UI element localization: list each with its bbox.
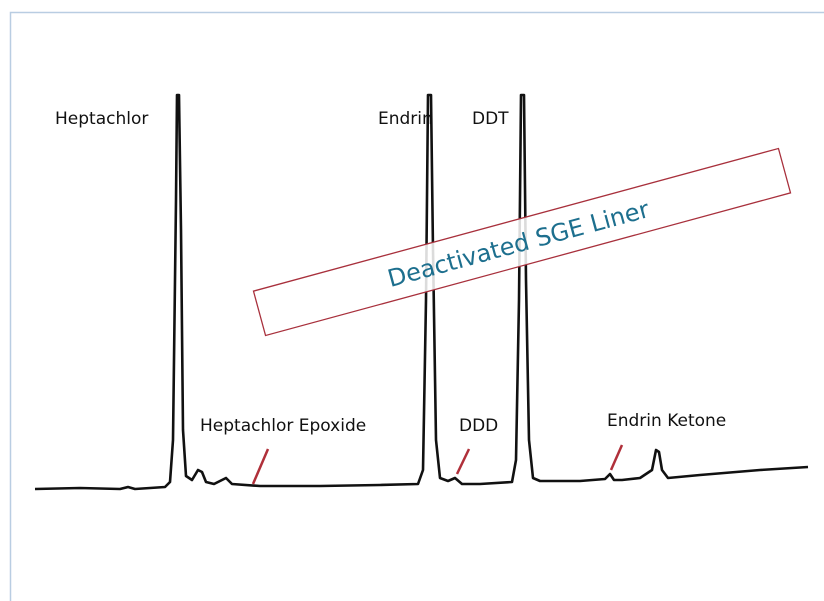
frame [9, 11, 824, 601]
banner-box [252, 147, 792, 337]
pointer [455, 448, 471, 475]
peak-label: DDT [472, 109, 509, 129]
peak-label: Endrin Ketone [607, 411, 726, 431]
pointer [609, 444, 624, 471]
banner: Deactivated SGE Liner [252, 147, 792, 337]
peak-label: Endrin [378, 109, 433, 129]
pointer [251, 448, 270, 485]
peak-label: Heptachlor [55, 109, 148, 129]
peak-label: DDD [459, 416, 498, 436]
peak-pointers [251, 444, 624, 485]
peak-label: Heptachlor Epoxide [200, 416, 366, 436]
